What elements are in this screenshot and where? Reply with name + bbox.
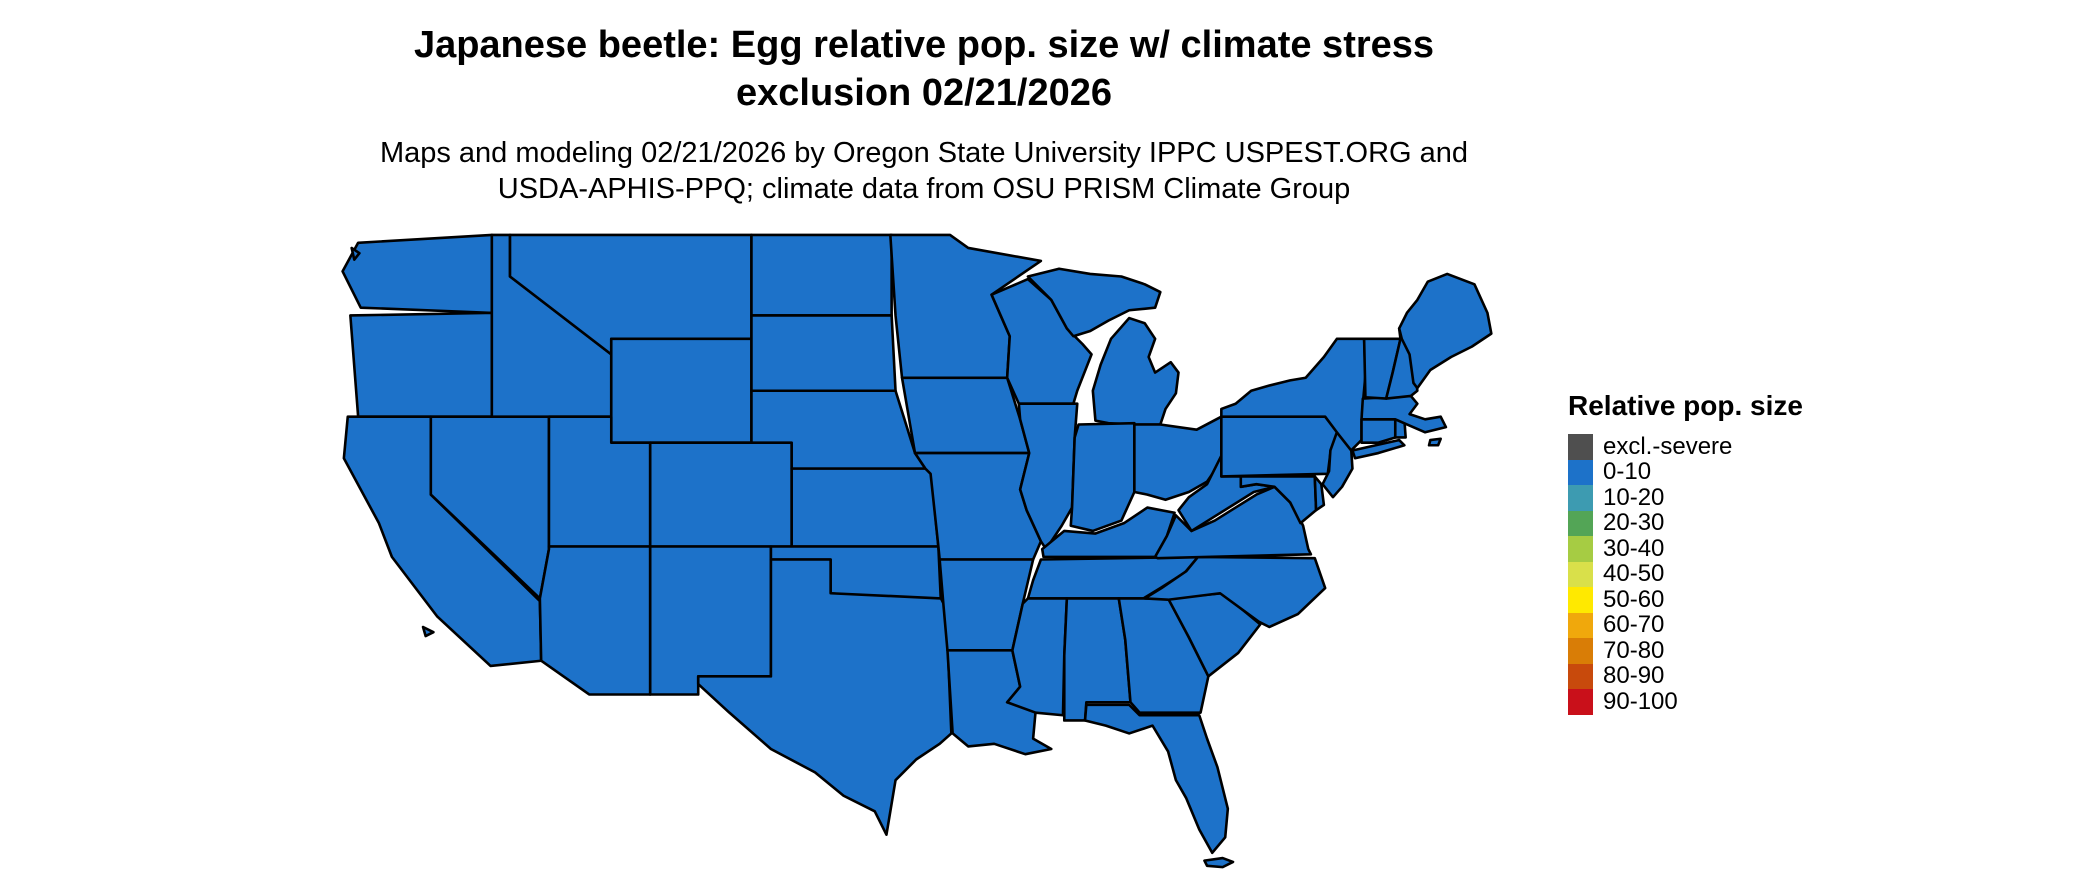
legend-row: 40-50: [1568, 560, 1928, 588]
us-map-svg: [341, 233, 1493, 869]
page-subtitle: Maps and modeling 02/21/2026 by Oregon S…: [0, 135, 1848, 208]
state-texas: [696, 558, 953, 836]
state-indiana: [1069, 421, 1136, 533]
legend-row: 20-30: [1568, 509, 1928, 537]
legend-label: 60-70: [1603, 611, 1665, 639]
state-new-jersey: [1321, 430, 1354, 499]
island-channel: [421, 625, 435, 638]
state-new-york-long-island: [1351, 438, 1406, 460]
title-block: Japanese beetle: Egg relative pop. size …: [0, 22, 1848, 208]
state-pennsylvania: [1220, 415, 1340, 478]
state-virginia: [1153, 485, 1313, 560]
legend-row: 30-40: [1568, 536, 1928, 562]
legend-row: 70-80: [1568, 638, 1928, 664]
us-choropleth-map: [300, 222, 1530, 884]
page-title-line1: Japanese beetle: Egg relative pop. size …: [413, 24, 1435, 66]
page-title-line2: exclusion 02/21/2026: [735, 71, 1113, 114]
legend-label: 90-100: [1603, 687, 1678, 715]
state-north-carolina: [1143, 555, 1327, 629]
state-maine: [1397, 272, 1493, 390]
state-washington: [341, 233, 494, 315]
legend-swatch-80-90: [1568, 663, 1593, 689]
state-oregon: [349, 311, 494, 419]
state-colorado: [648, 441, 793, 548]
legend-swatch-90-100: [1568, 689, 1593, 715]
state-kentucky: [1040, 506, 1176, 559]
legend-label: 70-80: [1603, 636, 1665, 664]
state-south-dakota: [750, 314, 897, 393]
state-kansas: [790, 467, 940, 548]
page-title: Japanese beetle: Egg relative pop. size …: [0, 22, 1848, 117]
legend-label: 0-10: [1603, 458, 1652, 486]
legend-row: 0-10: [1568, 458, 1928, 486]
legend-row: 10-20: [1568, 485, 1928, 511]
page-subtitle-line2: USDA-APHIS-PPQ; climate data from OSU PR…: [497, 173, 1351, 206]
legend-label: 50-60: [1603, 585, 1665, 613]
legend-swatch-0-10: [1568, 459, 1593, 485]
state-michigan-lower: [1091, 316, 1180, 426]
island-nantucket: [1427, 437, 1443, 447]
state-florida: [1083, 703, 1230, 855]
legend-row: 90-100: [1568, 689, 1928, 715]
legend-label: 40-50: [1603, 560, 1665, 588]
legend-label: 80-90: [1603, 662, 1665, 690]
legend-label: 30-40: [1603, 534, 1665, 562]
state-delaware: [1313, 475, 1326, 512]
island-puget-sound: [350, 246, 361, 261]
legend-title: Relative pop. size: [1568, 390, 1803, 421]
legend-swatch-70-80: [1568, 638, 1593, 664]
states-group: [341, 233, 1493, 855]
state-arizona: [538, 545, 652, 696]
legend-swatch-60-70: [1568, 612, 1593, 638]
state-wyoming: [609, 337, 753, 444]
state-massachusetts: [1360, 394, 1448, 434]
legend-label: 10-20: [1603, 483, 1665, 511]
legend-label: 20-30: [1603, 509, 1665, 537]
island-florida-keys: [1203, 856, 1235, 869]
legend-row: 50-60: [1568, 587, 1928, 613]
legend-row: 80-90: [1568, 662, 1928, 690]
map-legend: Relative pop. size excl.-severe 0-10 10-…: [1568, 390, 1928, 715]
legend-row: excl.-severe: [1568, 434, 1928, 460]
page-subtitle-line1: Maps and modeling 02/21/2026 by Oregon S…: [379, 137, 1469, 169]
state-new-york: [1220, 337, 1367, 452]
state-connecticut: [1360, 418, 1397, 444]
legend-swatch-40-50: [1568, 561, 1593, 587]
legend-swatch-20-30: [1568, 510, 1593, 536]
coastal-islands-group: [350, 246, 1443, 869]
state-new-mexico: [648, 545, 773, 696]
legend-swatch-50-60: [1568, 587, 1593, 613]
legend-swatch-30-40: [1568, 536, 1593, 562]
state-north-dakota: [750, 233, 893, 317]
legend-label: excl.-severe: [1603, 432, 1733, 460]
state-michigan-upper: [1026, 267, 1162, 338]
legend-row: 60-70: [1568, 611, 1928, 639]
legend-swatch-10-20: [1568, 485, 1593, 511]
legend-swatch-excl-severe: [1568, 434, 1593, 460]
state-iowa: [900, 376, 1031, 455]
